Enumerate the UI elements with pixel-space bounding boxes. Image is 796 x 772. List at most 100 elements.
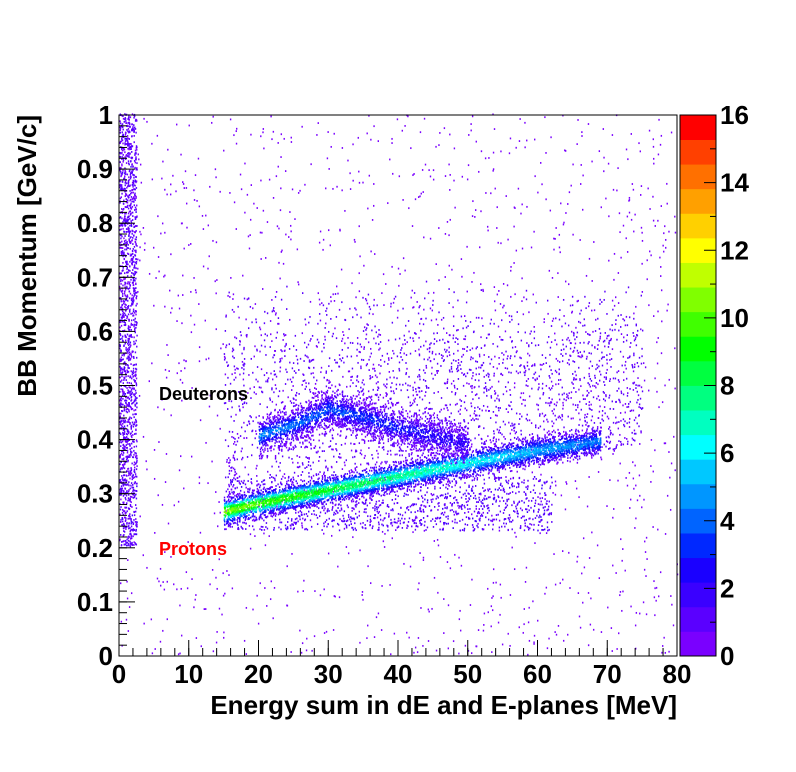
heatmap-cell [432,178,435,181]
heatmap-cell [418,306,420,309]
heatmap-cell [430,498,432,501]
heatmap-cell [122,391,125,394]
heatmap-cell [133,130,135,133]
heatmap-cell [135,176,137,178]
heatmap-cell [129,146,131,148]
heatmap-cell [458,652,460,655]
heatmap-cell [301,125,303,128]
heatmap-cell [579,321,582,324]
heatmap-cell [584,413,586,416]
heatmap-cell [563,348,565,351]
heatmap-cell [282,389,284,392]
heatmap-cell [455,337,457,340]
heatmap-cell [498,290,500,292]
heatmap-cell [128,535,130,538]
heatmap-cell [533,373,535,376]
heatmap-cell [617,272,620,274]
heatmap-cell [269,397,271,400]
heatmap-cell [129,473,132,476]
heatmap-cell [372,495,374,497]
heatmap-cell [591,280,593,282]
heatmap-cell [215,576,217,579]
heatmap-cell [134,310,137,312]
heatmap-cell [363,439,365,441]
heatmap-cell [301,292,304,295]
heatmap-cell [572,373,574,375]
heatmap-cell [428,610,430,613]
heatmap-cell [227,408,229,410]
heatmap-cell [568,191,571,194]
heatmap-cell [363,457,366,459]
heatmap-cell [538,383,540,385]
heatmap-cell [412,389,414,392]
heatmap-cell [657,153,660,156]
heatmap-cell [126,424,129,427]
heatmap-cell [126,357,128,360]
heatmap-cell [143,117,145,120]
heatmap-cell [289,224,292,227]
heatmap-cell [574,338,576,341]
heatmap-cell [349,188,352,190]
heatmap-cell [127,247,129,250]
heatmap-cell [322,398,325,401]
heatmap-cell [126,544,128,547]
heatmap-cell [131,171,133,174]
heatmap-cell [279,469,281,472]
heatmap-cell [423,344,425,347]
heatmap-cell [605,394,607,396]
heatmap-cell [562,114,564,117]
heatmap-cell [595,318,597,321]
heatmap-cell [130,450,132,453]
heatmap-cell [230,483,232,486]
heatmap-cell [660,352,663,355]
heatmap-cell [502,361,504,364]
heatmap-cell [271,431,274,434]
heatmap-cell [120,427,122,429]
heatmap-cell [447,647,450,650]
heatmap-cell [617,302,620,304]
heatmap-cell [263,479,266,482]
heatmap-cell [129,375,131,378]
heatmap-cell [127,364,129,367]
heatmap-cell [136,204,138,207]
heatmap-cell [253,355,255,358]
heatmap-cell [120,460,122,463]
heatmap-cell [126,597,129,600]
heatmap-cell [295,372,297,374]
heatmap-cell [325,370,328,373]
heatmap-cell [344,319,347,322]
heatmap-cell [635,305,637,308]
heatmap-cell [249,533,252,536]
heatmap-cell [397,520,399,522]
heatmap-cell [578,496,580,499]
heatmap-cell [656,390,658,393]
heatmap-cell [359,549,361,552]
heatmap-cell [555,317,557,320]
heatmap-cell [346,395,349,398]
heatmap-cell [474,410,476,412]
heatmap-cell [128,163,130,166]
heatmap-cell [493,518,495,521]
heatmap-cell [120,452,123,455]
heatmap-cell [662,244,664,247]
heatmap-cell [412,394,414,397]
heatmap-cell [365,333,368,336]
heatmap-cell [136,397,138,399]
heatmap-cell [134,413,136,416]
heatmap-cell [356,337,359,339]
heatmap-cell [165,376,168,379]
heatmap-cell [134,351,137,354]
heatmap-cell [467,164,470,167]
heatmap-cell [227,494,230,497]
heatmap-cell [564,322,567,325]
heatmap-cell [611,134,614,136]
heatmap-cell [183,359,185,362]
heatmap-cell [136,162,138,165]
heatmap-cell [368,395,370,398]
heatmap-cell [328,365,330,368]
heatmap-cell [289,361,291,364]
heatmap-cell [412,337,414,340]
heatmap-cell [133,544,135,546]
heatmap-cell [610,432,612,434]
heatmap-cell [139,230,141,233]
